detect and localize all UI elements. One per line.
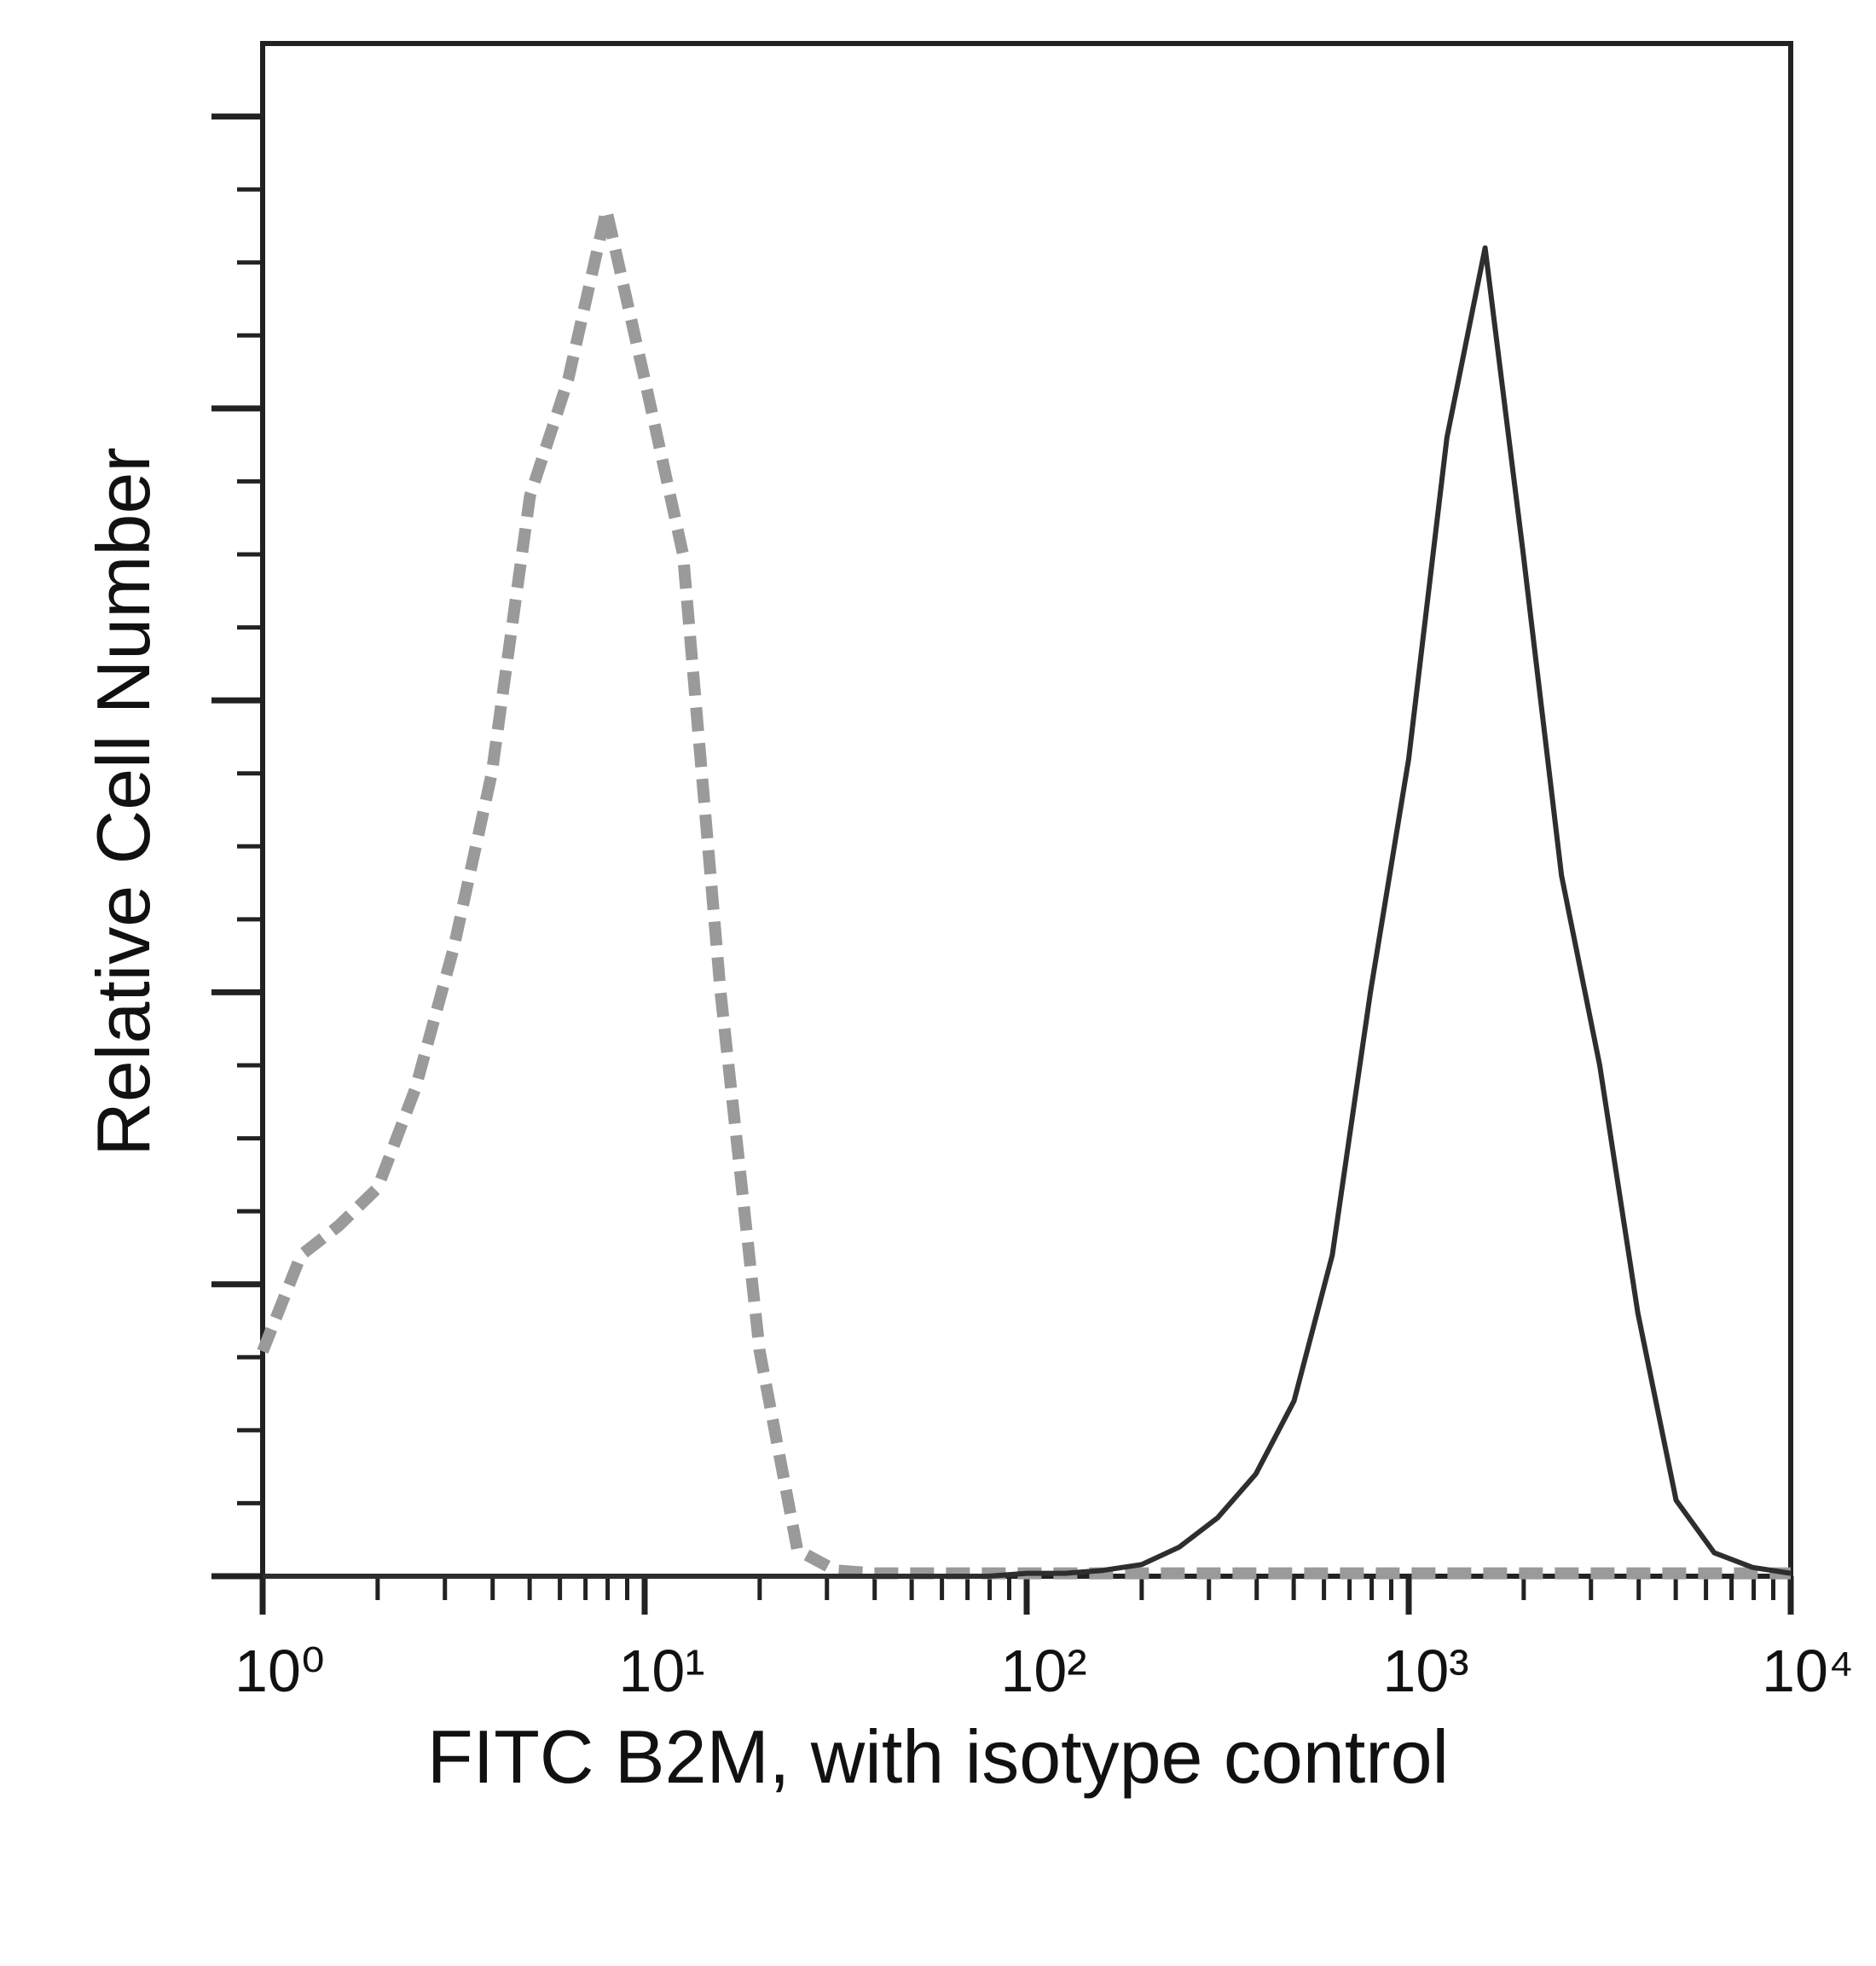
x-tick-label: 10¹ xyxy=(618,1638,704,1704)
x-tick-label: 10⁰ xyxy=(234,1638,325,1704)
x-axis-label: FITC B2M, with isotype control xyxy=(427,1714,1449,1799)
x-tick-label: 10⁴ xyxy=(1762,1638,1854,1704)
plot-frame xyxy=(260,41,1793,1579)
series-line xyxy=(263,245,1792,1579)
y-axis-label: Relative Cell Number xyxy=(81,447,165,1156)
series-line xyxy=(257,204,1791,1580)
x-tick-label: 10³ xyxy=(1382,1638,1468,1704)
x-tick-label: 10² xyxy=(1000,1638,1086,1704)
